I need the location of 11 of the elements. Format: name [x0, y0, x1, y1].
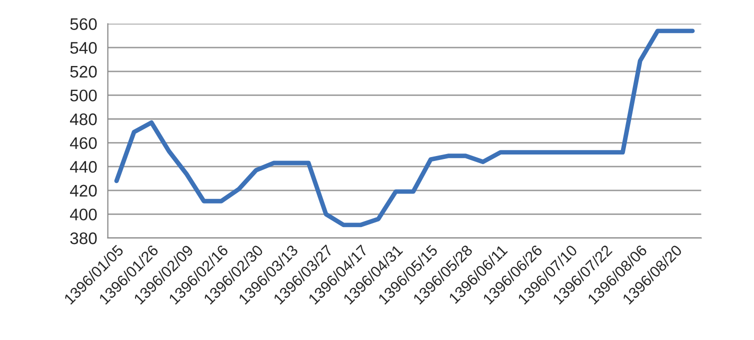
y-tick-label: 400 — [70, 208, 97, 220]
y-tick-label: 500 — [70, 90, 97, 102]
y-tick-label: 460 — [70, 137, 97, 150]
y-tick-label: 520 — [70, 66, 97, 78]
y-tick-label: 560 — [70, 18, 97, 30]
y-tick-label: 380 — [70, 232, 97, 244]
y-tick-label: 420 — [70, 184, 97, 197]
y-tick-label: 480 — [70, 113, 97, 126]
y-tick-label: 440 — [70, 161, 97, 173]
line-series — [114, 28, 695, 228]
y-tick-label: 540 — [70, 42, 97, 54]
